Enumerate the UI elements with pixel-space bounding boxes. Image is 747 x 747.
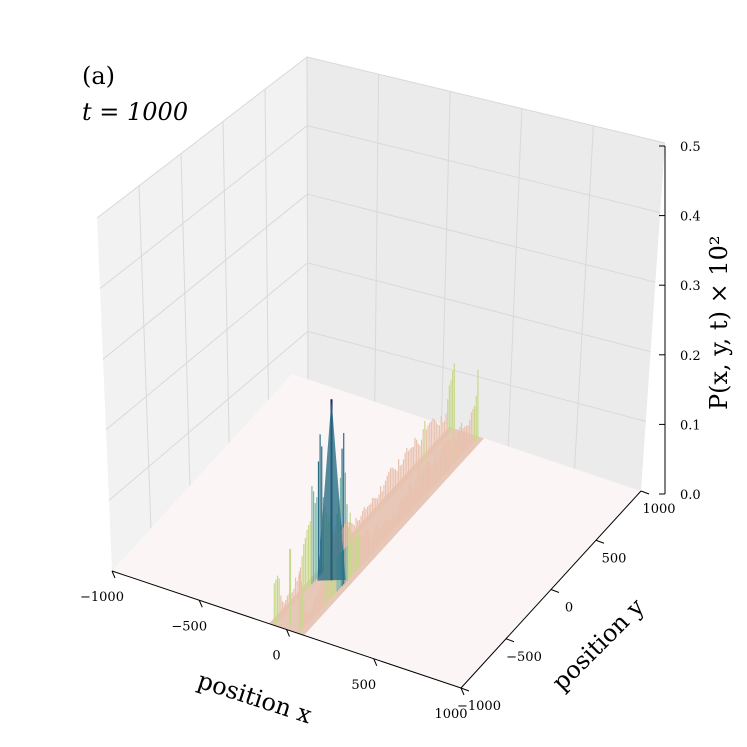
y-tick [505, 638, 515, 643]
y-tick-label: −500 [506, 650, 542, 665]
x-tick [198, 600, 203, 608]
grid-line [307, 262, 651, 353]
x-tick-label: −1000 [80, 590, 124, 605]
z-tick-label: 0.5 [680, 140, 701, 155]
z-tick-label: 0.0 [680, 488, 701, 503]
z-axis-ticks: 0.0 0.1 0.2 0.3 0.4 0.5 [659, 140, 701, 503]
y-tick [460, 687, 470, 692]
z-tick-label: 0.4 [680, 210, 701, 225]
x-tick [286, 629, 290, 637]
grid-line [573, 125, 594, 473]
panel-label: (a) [82, 62, 115, 90]
grid-line [307, 330, 646, 422]
grid-line [264, 89, 270, 435]
grid-line [374, 74, 380, 419]
x-tick-label: 1000 [434, 707, 467, 722]
surface-peak-face [317, 399, 346, 581]
y-tick [550, 589, 560, 593]
y-axis-ticks: −1000 −500 0 500 1000 [457, 490, 676, 714]
x-tick-label: 0 [272, 649, 280, 664]
back-right-pane [307, 57, 665, 491]
grid-line [307, 125, 661, 214]
y-tick-label: 0 [565, 601, 573, 616]
pane-edges [96, 56, 666, 401]
grid-line [102, 193, 308, 360]
z-tick-label: 0.1 [680, 418, 701, 433]
grid-line [99, 125, 308, 289]
grid-line [507, 108, 523, 455]
grid-line [105, 262, 308, 431]
x-tick [111, 570, 116, 579]
grid-line [307, 193, 656, 283]
x-axis-label: position x [194, 666, 316, 729]
x-tick-label: 500 [351, 678, 376, 693]
y-tick [640, 490, 650, 495]
grid-line [108, 331, 309, 501]
y-tick-label: 500 [602, 551, 627, 566]
grid-line [222, 121, 231, 469]
y-axis-label: position y [546, 593, 650, 697]
probability-surface [112, 363, 641, 688]
x-tick [460, 687, 465, 696]
y-tick [595, 539, 605, 544]
x-tick [373, 658, 378, 666]
grid-line [440, 91, 451, 437]
grid-line [180, 153, 191, 503]
z-tick-label: 0.3 [680, 279, 701, 294]
z-tick-label: 0.2 [680, 349, 701, 364]
y-tick-label: 1000 [642, 502, 675, 517]
z-axis-label: P(x, y, t) × 10² [705, 236, 733, 410]
x-axis-ticks: −1000 −500 0 500 1000 [80, 570, 468, 722]
x-tick-label: −500 [171, 619, 207, 634]
y-tick-label: −1000 [457, 699, 501, 714]
grid-line [138, 185, 152, 537]
time-label: t = 1000 [82, 98, 188, 126]
